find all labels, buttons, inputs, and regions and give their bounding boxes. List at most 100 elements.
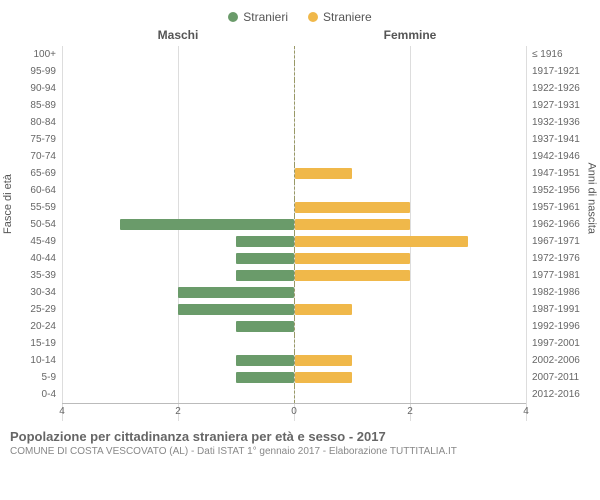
female-bar [295, 372, 353, 384]
birth-year-label: 2002-2006 [526, 355, 590, 366]
age-label: 45-49 [10, 236, 62, 247]
bar-pair [62, 318, 526, 335]
chart-footer: Popolazione per cittadinanza straniera p… [10, 429, 590, 457]
male-bar [236, 236, 294, 248]
chart-row: 95-99 1917-1921 [10, 63, 590, 80]
column-headers: Maschi Femmine [10, 28, 590, 42]
age-label: 85-89 [10, 100, 62, 111]
bar-pair [62, 80, 526, 97]
bar-pair [62, 46, 526, 63]
col-header-right: Femmine [294, 28, 526, 42]
bar-pair [62, 216, 526, 233]
birth-year-label: 1992-1996 [526, 321, 590, 332]
bar-pair [62, 182, 526, 199]
male-bar [120, 219, 294, 231]
chart-row: 30-34 1982-1986 [10, 284, 590, 301]
birth-year-label: 1917-1921 [526, 66, 590, 77]
bar-pair [62, 165, 526, 182]
age-label: 30-34 [10, 287, 62, 298]
chart-row: 5-92007-2011 [10, 369, 590, 386]
bar-pair [62, 284, 526, 301]
bar-pair [62, 97, 526, 114]
legend-male-label: Stranieri [243, 10, 288, 24]
male-bar [236, 372, 294, 384]
age-label: 55-59 [10, 202, 62, 213]
age-label: 15-19 [10, 338, 62, 349]
chart-row: 50-54 1962-1966 [10, 216, 590, 233]
age-label: 0-4 [10, 389, 62, 400]
female-bar [295, 202, 411, 214]
birth-year-label: 1957-1961 [526, 202, 590, 213]
chart-row: 55-59 1957-1961 [10, 199, 590, 216]
male-bar [236, 253, 294, 265]
age-label: 50-54 [10, 219, 62, 230]
chart-row: 80-84 1932-1936 [10, 114, 590, 131]
bar-pair [62, 199, 526, 216]
birth-year-label: 1967-1971 [526, 236, 590, 247]
chart-row: 45-49 1967-1971 [10, 233, 590, 250]
birth-year-label: 1997-2001 [526, 338, 590, 349]
chart-row: 25-29 1987-1991 [10, 301, 590, 318]
chart-row: 60-64 1952-1956 [10, 182, 590, 199]
x-tick: 4 [59, 406, 65, 417]
age-label: 10-14 [10, 355, 62, 366]
chart-row: 90-94 1922-1926 [10, 80, 590, 97]
female-swatch [308, 12, 318, 22]
bar-pair [62, 335, 526, 352]
birth-year-label: 1952-1956 [526, 185, 590, 196]
birth-year-label: 1927-1931 [526, 100, 590, 111]
age-label: 60-64 [10, 185, 62, 196]
age-label: 70-74 [10, 151, 62, 162]
male-bar [178, 304, 294, 316]
y-axis-label-left: Fasce di età [2, 174, 14, 234]
birth-year-label: 1922-1926 [526, 83, 590, 94]
birth-year-label: 1932-1936 [526, 117, 590, 128]
birth-year-label: 1962-1966 [526, 219, 590, 230]
bar-pair [62, 352, 526, 369]
male-bar [236, 355, 294, 367]
chart-row: 40-44 1972-1976 [10, 250, 590, 267]
female-bar [295, 355, 353, 367]
age-label: 35-39 [10, 270, 62, 281]
legend: Stranieri Straniere [10, 10, 590, 24]
age-label: 80-84 [10, 117, 62, 128]
birth-year-label: 1947-1951 [526, 168, 590, 179]
bar-pair [62, 267, 526, 284]
bar-pair [62, 301, 526, 318]
bar-pair [62, 131, 526, 148]
birth-year-label: 1972-1976 [526, 253, 590, 264]
chart-row: 20-24 1992-1996 [10, 318, 590, 335]
chart-row: 65-691947-1951 [10, 165, 590, 182]
chart-title: Popolazione per cittadinanza straniera p… [10, 429, 590, 444]
age-label: 90-94 [10, 83, 62, 94]
age-label: 95-99 [10, 66, 62, 77]
birth-year-label: ≤ 1916 [526, 49, 590, 60]
birth-year-label: 1937-1941 [526, 134, 590, 145]
chart-subtitle: COMUNE DI COSTA VESCOVATO (AL) - Dati IS… [10, 446, 590, 457]
pyramid-chart: Fasce di età Anni di nascita 100+≤ 19169… [10, 46, 590, 421]
bar-pair [62, 233, 526, 250]
female-bar [295, 304, 353, 316]
chart-row: 100+≤ 1916 [10, 46, 590, 63]
age-label: 25-29 [10, 304, 62, 315]
chart-row: 70-741942-1946 [10, 148, 590, 165]
birth-year-label: 1987-1991 [526, 304, 590, 315]
legend-male: Stranieri [228, 10, 288, 24]
birth-year-label: 1982-1986 [526, 287, 590, 298]
female-bar [295, 253, 411, 265]
bar-pair [62, 386, 526, 403]
female-bar [295, 270, 411, 282]
legend-female-label: Straniere [323, 10, 372, 24]
age-label: 75-79 [10, 134, 62, 145]
x-tick: 2 [175, 406, 181, 417]
bar-pair [62, 250, 526, 267]
chart-row: 85-89 1927-1931 [10, 97, 590, 114]
age-label: 40-44 [10, 253, 62, 264]
x-tick: 0 [291, 406, 297, 417]
female-bar [295, 168, 353, 180]
chart-row: 10-14 2002-2006 [10, 352, 590, 369]
age-label: 20-24 [10, 321, 62, 332]
chart-row: 35-39 1977-1981 [10, 267, 590, 284]
col-header-left: Maschi [62, 28, 294, 42]
birth-year-label: 1977-1981 [526, 270, 590, 281]
